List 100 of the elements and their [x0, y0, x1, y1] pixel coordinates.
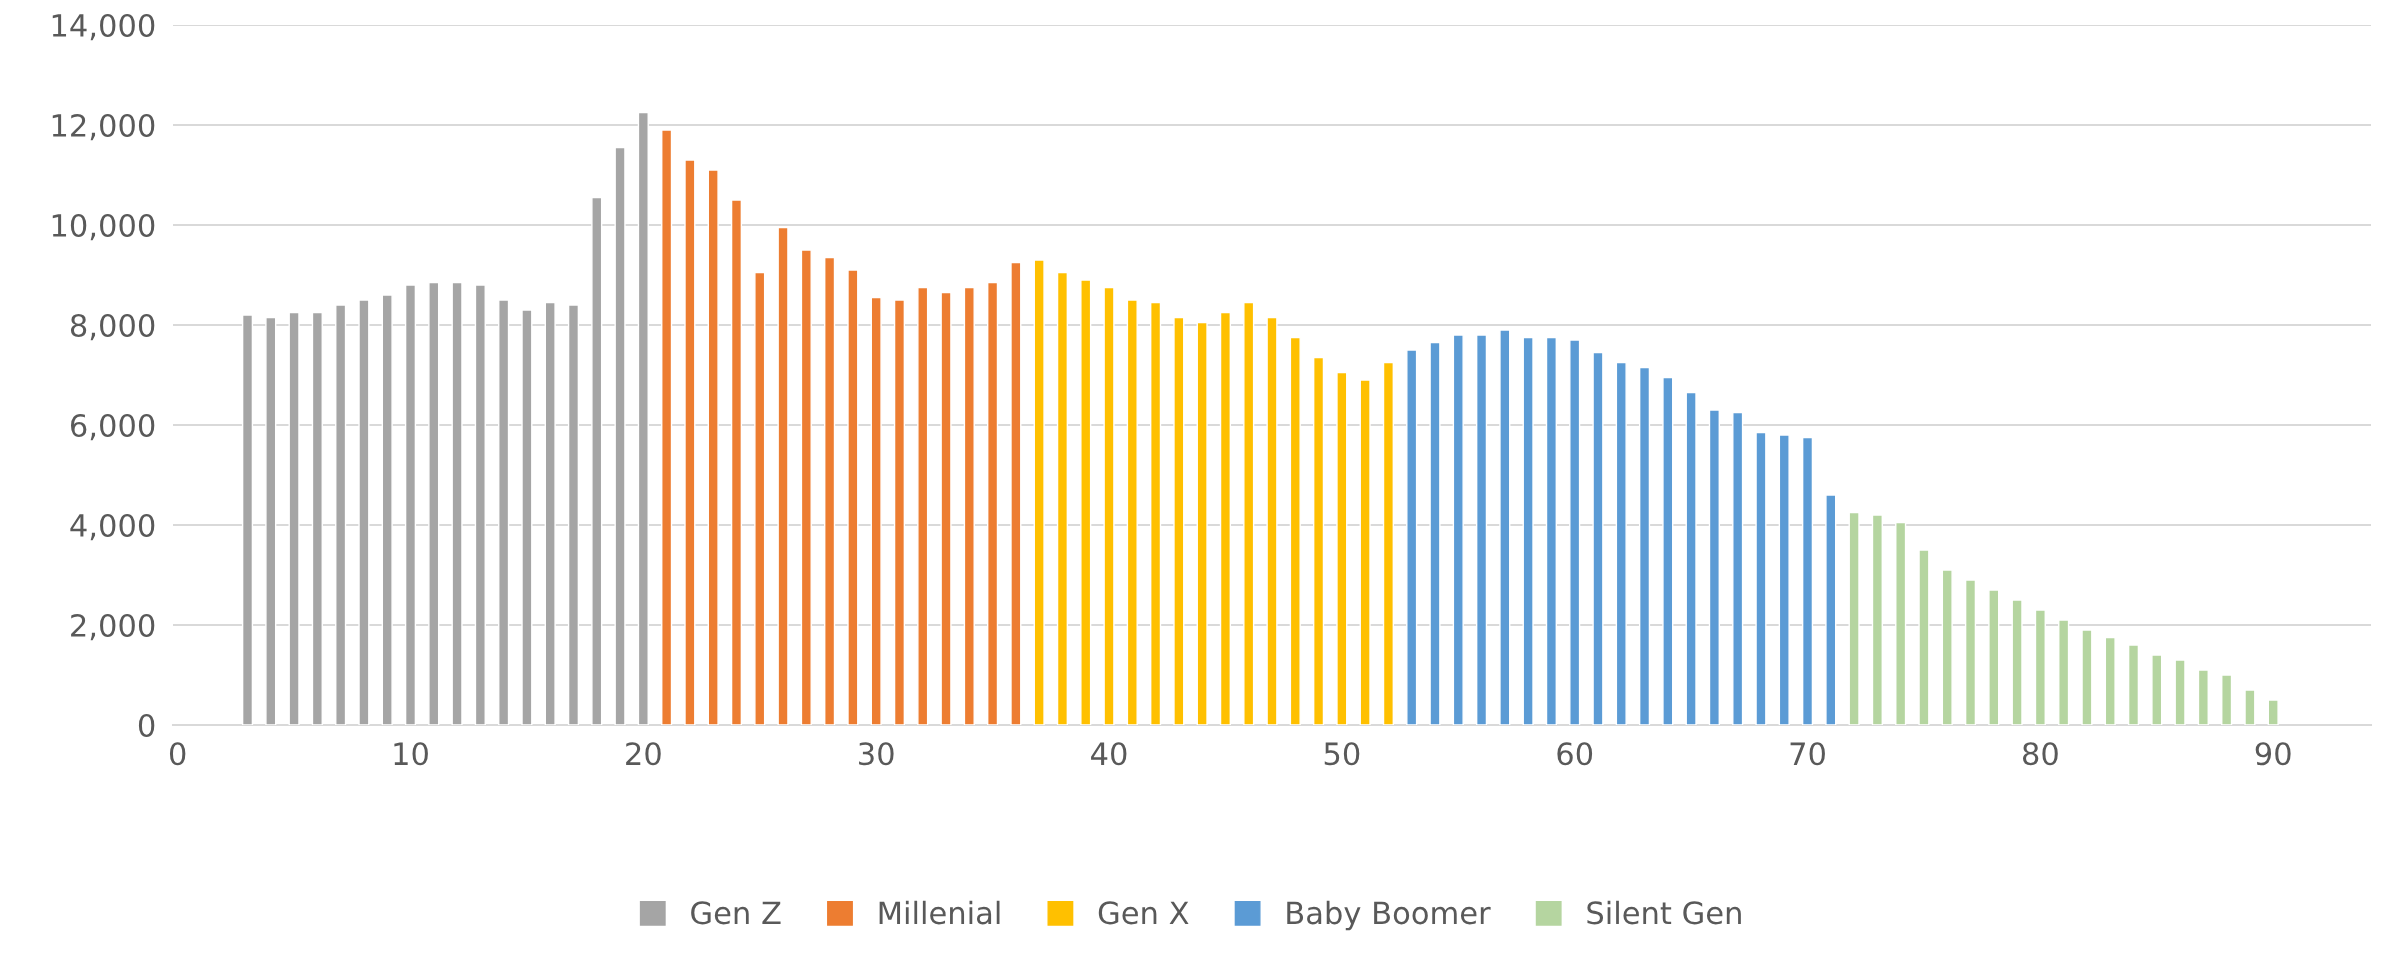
legend-label: Millenial	[879, 900, 1000, 925]
bar	[265, 316, 277, 725]
bar	[1243, 301, 1255, 725]
bar	[1848, 511, 1860, 725]
bar	[241, 314, 254, 725]
bar	[288, 311, 300, 725]
y-tick-label: 6,000	[70, 413, 155, 441]
bar	[2174, 659, 2186, 725]
bar	[1056, 271, 1069, 725]
bar	[1219, 311, 1232, 725]
x-tick-label: 80	[2023, 742, 2058, 766]
bar	[1708, 409, 1720, 725]
legend-label: Gen X	[1098, 901, 1189, 925]
y-tick-label: 0	[138, 713, 155, 738]
bar	[847, 269, 859, 725]
bar	[1918, 549, 1930, 725]
bar	[2034, 609, 2046, 725]
x-tick-label: 90	[2255, 742, 2291, 766]
x-tick-label: 0	[169, 742, 186, 766]
x-tick-label: 70	[1790, 742, 1825, 766]
bar	[1638, 366, 1651, 725]
bar	[637, 111, 649, 725]
bar	[1941, 569, 1953, 725]
bar	[404, 284, 417, 725]
bar	[800, 249, 812, 725]
x-tick-label: 20	[626, 742, 661, 766]
bar	[498, 299, 510, 725]
bar	[1452, 334, 1464, 725]
y-tick-label: 2,000	[71, 613, 155, 641]
bar	[335, 304, 347, 725]
bar	[1592, 351, 1604, 725]
bar	[1126, 299, 1138, 725]
x-tick-label: 40	[1091, 742, 1127, 766]
bar	[940, 291, 952, 725]
bar	[614, 146, 626, 725]
bar	[311, 311, 323, 725]
x-tick-label: 30	[859, 742, 894, 766]
bar	[730, 199, 743, 725]
legend-label: Gen Z	[691, 901, 781, 925]
bar	[1312, 356, 1325, 725]
bar	[1173, 316, 1185, 725]
x-tick-label: 50	[1324, 742, 1360, 766]
bar	[754, 271, 766, 725]
bar	[777, 226, 789, 725]
bar	[2127, 644, 2140, 725]
bar	[1499, 329, 1511, 725]
bar	[661, 129, 673, 725]
bar	[684, 159, 696, 725]
y-tick-label: 10,000	[52, 213, 155, 241]
bar	[1964, 579, 1977, 725]
bar	[1010, 261, 1022, 725]
bar	[1196, 321, 1208, 725]
bar	[1522, 336, 1534, 725]
x-tick-label: 10	[394, 742, 428, 766]
bar	[1755, 431, 1767, 725]
bar	[1289, 336, 1301, 725]
bar	[2151, 654, 2163, 725]
y-tick-label: 4,000	[70, 513, 155, 541]
bar	[474, 284, 486, 725]
bar	[2058, 619, 2070, 725]
bar	[1871, 514, 1883, 725]
bar	[1266, 316, 1278, 725]
bar	[963, 286, 975, 725]
bar	[1475, 334, 1488, 725]
bar	[2244, 689, 2256, 725]
bar	[2104, 636, 2116, 725]
y-tick-label: 12,000	[52, 113, 155, 141]
bar	[1382, 361, 1395, 725]
bar	[567, 304, 580, 725]
bar	[2011, 599, 2023, 725]
y-tick-label: 8,000	[70, 313, 155, 341]
bar	[2197, 669, 2209, 725]
bar	[1359, 379, 1371, 725]
bar	[451, 281, 463, 725]
bar	[1149, 301, 1162, 725]
bar	[824, 256, 836, 725]
bar	[2221, 674, 2233, 725]
x-tick-label: 60	[1557, 742, 1593, 766]
bar	[1406, 349, 1418, 725]
bar	[1825, 494, 1837, 725]
bar	[870, 296, 882, 725]
y-tick-label: 14,000	[52, 13, 155, 41]
bar	[1685, 391, 1697, 725]
bar	[1545, 336, 1557, 725]
bar	[521, 309, 533, 725]
bar	[358, 299, 370, 725]
bar	[1615, 361, 1627, 725]
bar	[1801, 436, 1814, 725]
bar	[1080, 279, 1092, 725]
legend-label: Baby Boomer	[1287, 900, 1491, 931]
bar	[1895, 521, 1907, 725]
bar	[428, 281, 440, 725]
bar	[1732, 411, 1744, 725]
bar	[591, 196, 603, 725]
bar	[893, 299, 906, 725]
bar	[707, 169, 719, 725]
bar	[1103, 286, 1115, 725]
bar	[2267, 699, 2279, 725]
bar	[1033, 259, 1045, 725]
legend-label: Silent Gen	[1587, 900, 1741, 925]
